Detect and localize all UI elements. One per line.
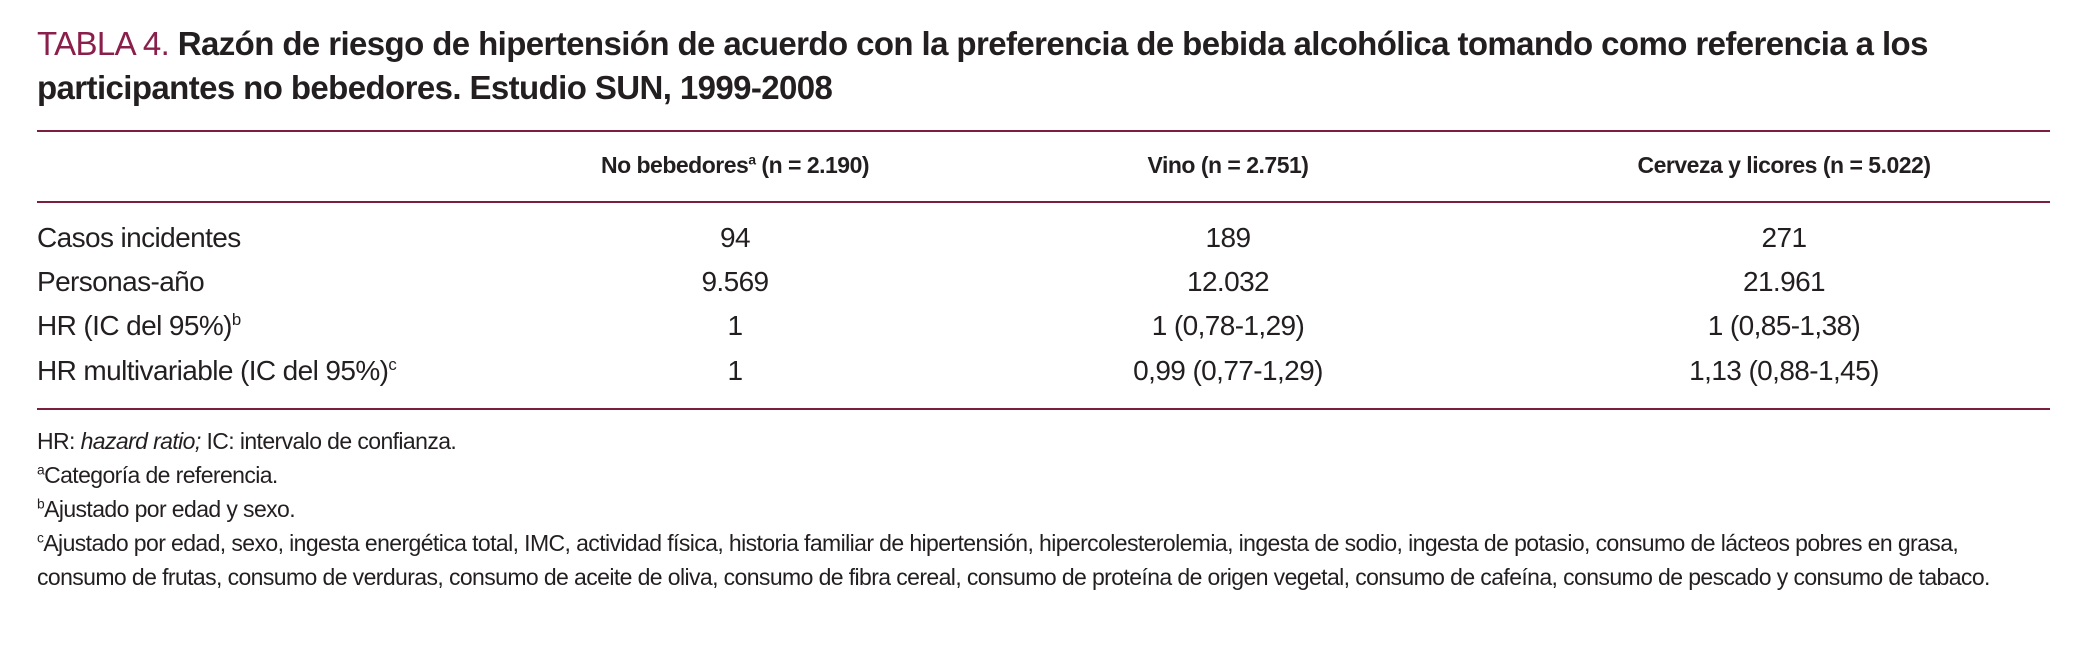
title-text: Razón de riesgo de hipertensión de acuer…	[37, 25, 1928, 106]
column-header: Cerveza y licores (n = 5.022)	[1638, 152, 1931, 179]
header-text: Vino (n = 2.751)	[1147, 152, 1309, 178]
footnote: cAjustado por edad, sexo, ingesta energé…	[37, 526, 2050, 594]
table-cell: 21.961	[1742, 266, 1826, 297]
footnote-text: Categoría de referencia.	[44, 462, 278, 488]
superscript: b	[231, 309, 241, 329]
table-cell: 1	[727, 310, 744, 341]
table-cell: 0,99 (0,77-1,29)	[1133, 355, 1323, 386]
table-cell: 1 (0,78-1,29)	[1151, 310, 1305, 341]
table-cell: 12.032	[1186, 266, 1270, 297]
table-cell: 189	[1205, 222, 1252, 253]
row-label: Casos incidentes	[37, 222, 241, 254]
header-text: (n = 2.190)	[761, 152, 870, 178]
footnote-list: aCategoría de referencia. bAjustado por e…	[37, 458, 2050, 594]
column-header: Vino (n = 2.751)	[1148, 152, 1309, 179]
row-label-text: Personas-año	[37, 266, 205, 297]
table-cell: 9.569	[701, 266, 769, 297]
rule	[37, 201, 2050, 203]
footnote-text: Ajustado por edad, sexo, ingesta energét…	[37, 530, 1990, 590]
row-label-text: HR (IC del 95%)	[37, 310, 232, 341]
title-label: TABLA 4.	[37, 25, 170, 62]
header-text: Cerveza y licores (n = 5.022)	[1637, 152, 1931, 178]
rule	[37, 130, 2050, 132]
table-cell: 1,13 (0,88-1,45)	[1689, 355, 1879, 386]
superscript: a	[748, 152, 756, 168]
footnote: aCategoría de referencia.	[37, 458, 2050, 492]
row-label: HR (IC del 95%)b	[37, 310, 241, 342]
footnotes: HR: hazard ratio; IC: intervalo de confi…	[37, 424, 2050, 594]
superscript: a	[37, 462, 45, 478]
row-label: Personas-año	[37, 266, 205, 298]
superscript: b	[37, 496, 45, 512]
column-header: No bebedoresa (n = 2.190)	[600, 152, 870, 179]
table-cell: 271	[1761, 222, 1808, 253]
row-label-text: Casos incidentes	[37, 222, 241, 253]
header-text: No bebedores	[600, 152, 749, 178]
footnote-text: HR:	[37, 428, 75, 454]
table-cell: 1 (0,85-1,38)	[1707, 310, 1861, 341]
row-label-text: HR multivariable (IC del 95%)	[37, 355, 389, 386]
table-cell: 94	[720, 222, 751, 253]
footnote: HR: hazard ratio; IC: intervalo de confi…	[37, 424, 2050, 458]
table-title: TABLA 4. Razón de riesgo de hipertensión…	[37, 22, 2047, 110]
superscript: c	[388, 354, 397, 374]
footnote-italic: hazard ratio;	[80, 428, 202, 454]
footnote-text: IC: intervalo de confianza.	[206, 428, 457, 454]
footnote-text: Ajustado por edad y sexo.	[44, 496, 296, 522]
footnote: bAjustado por edad y sexo.	[37, 492, 2050, 526]
table-cell: 1	[727, 355, 744, 386]
row-label: HR multivariable (IC del 95%)c	[37, 354, 397, 387]
rule	[37, 408, 2050, 410]
superscript: c	[37, 530, 44, 546]
